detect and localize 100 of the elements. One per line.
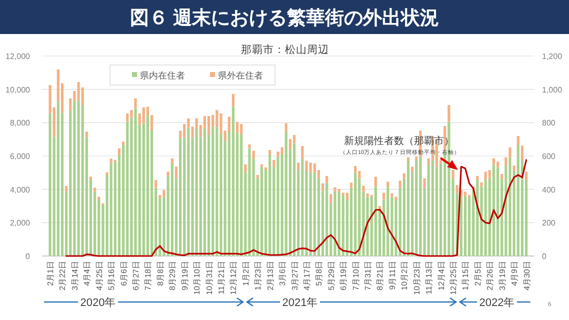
- x-tick-label: 4月25日: [94, 261, 104, 290]
- y-tick-label: 12,000: [6, 52, 31, 61]
- x-tick-label: 2月26日: [486, 261, 495, 290]
- bar: [118, 148, 121, 155]
- x-tick-label: 4月30日: [522, 261, 532, 290]
- bar: [276, 152, 280, 157]
- x-tick-label: 3月19日: [498, 261, 507, 290]
- bar: [484, 172, 487, 180]
- bar: [248, 148, 251, 256]
- bar: [496, 162, 500, 168]
- bar: [301, 159, 304, 256]
- bar: [386, 186, 390, 256]
- bar: [260, 166, 263, 256]
- bar: [386, 182, 390, 187]
- y2-tick-label: 600: [542, 152, 556, 161]
- bar: [484, 180, 487, 256]
- bar: [492, 164, 496, 256]
- y-tick-label: 8,000: [10, 118, 31, 128]
- bar: [508, 147, 512, 158]
- bar: [464, 196, 467, 256]
- bar: [134, 98, 137, 108]
- bar: [85, 132, 88, 138]
- bar: [110, 158, 112, 164]
- bar: [512, 166, 516, 171]
- bar: [212, 126, 214, 256]
- bar: [374, 176, 377, 187]
- bar: [406, 161, 410, 256]
- bar: [236, 122, 239, 133]
- chart-subtitle: 那覇市：松山周辺: [241, 43, 329, 56]
- x-tick-label: 2月1日: [46, 261, 56, 286]
- x-tick-label: 4月9日: [510, 261, 520, 286]
- bar: [398, 180, 402, 188]
- bar: [305, 160, 308, 171]
- bar: [338, 192, 340, 256]
- bar: [476, 176, 479, 180]
- text: 2020年: [80, 297, 116, 309]
- y2-tick-label: 1,200: [542, 52, 563, 61]
- bar: [448, 105, 450, 122]
- bar: [456, 185, 458, 194]
- y-tick-label: 0: [26, 252, 31, 261]
- bar: [330, 194, 332, 204]
- bar: [362, 186, 365, 192]
- x-tick-label: 9月11日: [388, 261, 397, 290]
- bar: [326, 182, 328, 256]
- chart-title: 図６ 週末における繁華街の外出状況: [130, 7, 440, 29]
- y2-tick-label: 0: [542, 252, 547, 261]
- x-tick-label: 1月2日: [241, 261, 250, 286]
- bar: [89, 176, 92, 180]
- x-tick-label: 6月6日: [119, 261, 128, 286]
- x-tick-label: 12月25日: [449, 261, 458, 295]
- bar: [516, 136, 520, 145]
- x-tick-label: 9月19日: [180, 261, 190, 290]
- bar: [216, 127, 218, 256]
- bar: [460, 196, 462, 256]
- bar: [423, 178, 426, 188]
- bar: [256, 175, 259, 178]
- x-tick-label: 3月14日: [70, 261, 80, 290]
- bar: [288, 139, 292, 150]
- bar: [130, 110, 133, 118]
- bar: [268, 155, 272, 256]
- bar: [272, 160, 276, 167]
- y2-tick-label: 1,000: [542, 85, 563, 94]
- x-tick-label: 3月6日: [278, 261, 288, 286]
- bar: [524, 172, 528, 180]
- bar: [334, 187, 336, 192]
- bar: [326, 176, 328, 183]
- bar: [492, 158, 496, 164]
- bar: [232, 106, 235, 256]
- bar: [301, 146, 304, 159]
- x-tick-label: 1月15日: [461, 261, 470, 290]
- bar: [334, 192, 336, 256]
- bar: [292, 143, 296, 256]
- bar: [504, 157, 508, 166]
- bar: [382, 192, 386, 200]
- bar: [280, 147, 284, 154]
- bar: [500, 174, 504, 180]
- bar: [134, 108, 137, 256]
- y-tick-label: 2,000: [10, 218, 31, 228]
- bar: [142, 107, 145, 124]
- bar: [419, 156, 422, 256]
- bar: [150, 115, 154, 130]
- x-tick-label: 3月27日: [290, 261, 300, 290]
- x-tick-label: 2月5日: [473, 261, 482, 286]
- bar: [146, 115, 150, 256]
- bar: [342, 195, 344, 256]
- bar: [187, 128, 190, 256]
- bar: [406, 157, 410, 161]
- bar: [166, 172, 170, 176]
- bar: [268, 150, 272, 155]
- bar: [170, 164, 174, 256]
- x-tick-label: 10月10日: [192, 261, 202, 295]
- bar: [452, 170, 454, 178]
- bar: [98, 196, 100, 200]
- bar: [313, 172, 316, 256]
- bar: [252, 150, 255, 159]
- bar: [284, 123, 288, 132]
- bar: [65, 186, 68, 192]
- bar: [94, 188, 96, 192]
- bar: [297, 162, 300, 170]
- x-tick-label: 2月13日: [266, 261, 275, 290]
